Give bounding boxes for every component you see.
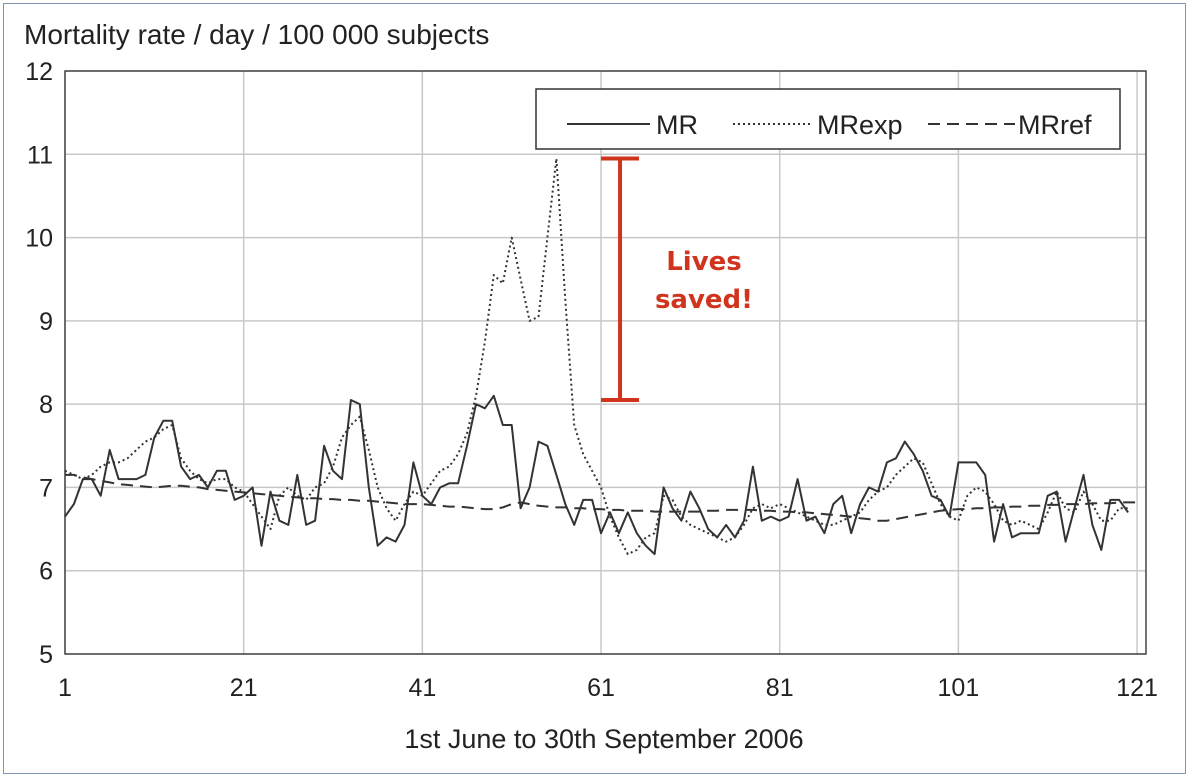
y-tick-label: 7 [39,474,53,502]
y-axis-label: Mortality rate / day / 100 000 subjects [24,19,489,50]
x-tick-label: 61 [587,674,615,702]
legend-label-mr: MR [656,110,698,140]
x-tick-label: 1 [58,674,72,702]
y-tick-label: 8 [39,391,53,419]
y-axis-ticks: 5 6 7 8 9 10 11 12 [25,58,53,669]
x-tick-label: 41 [408,674,436,702]
series-line-mr [65,396,1128,554]
y-tick-label: 10 [25,225,53,253]
series-line-mrexp [65,159,1128,555]
x-tick-label: 21 [230,674,258,702]
legend-label-mrexp: MRexp [817,110,903,140]
legend-label-mrref: MRref [1018,110,1092,140]
mortality-line-chart: 56789101112 1 21 41 61 81 101 121 Mortality ra… [0,0,1191,779]
y-tick-label: 5 [39,641,53,669]
x-tick-label: 81 [766,674,794,702]
annotation-line-2: saved! [655,285,753,315]
x-axis-label: 1st June to 30th September 2006 [404,724,803,754]
y-tick-label: 11 [27,141,53,169]
x-tick-label: 121 [1116,674,1158,702]
legend: MR MRexp MRref [536,89,1120,149]
x-axis-ticks: 1 21 41 61 81 101 121 [58,674,1158,702]
lives-saved-annotation: Lives saved! [601,158,753,400]
y-tick-label: 12 [25,58,53,86]
x-tick-label: 101 [938,674,980,702]
y-tick-label: 9 [39,308,53,336]
y-tick-label: 6 [39,558,53,586]
annotation-line-1: Lives [666,247,742,277]
